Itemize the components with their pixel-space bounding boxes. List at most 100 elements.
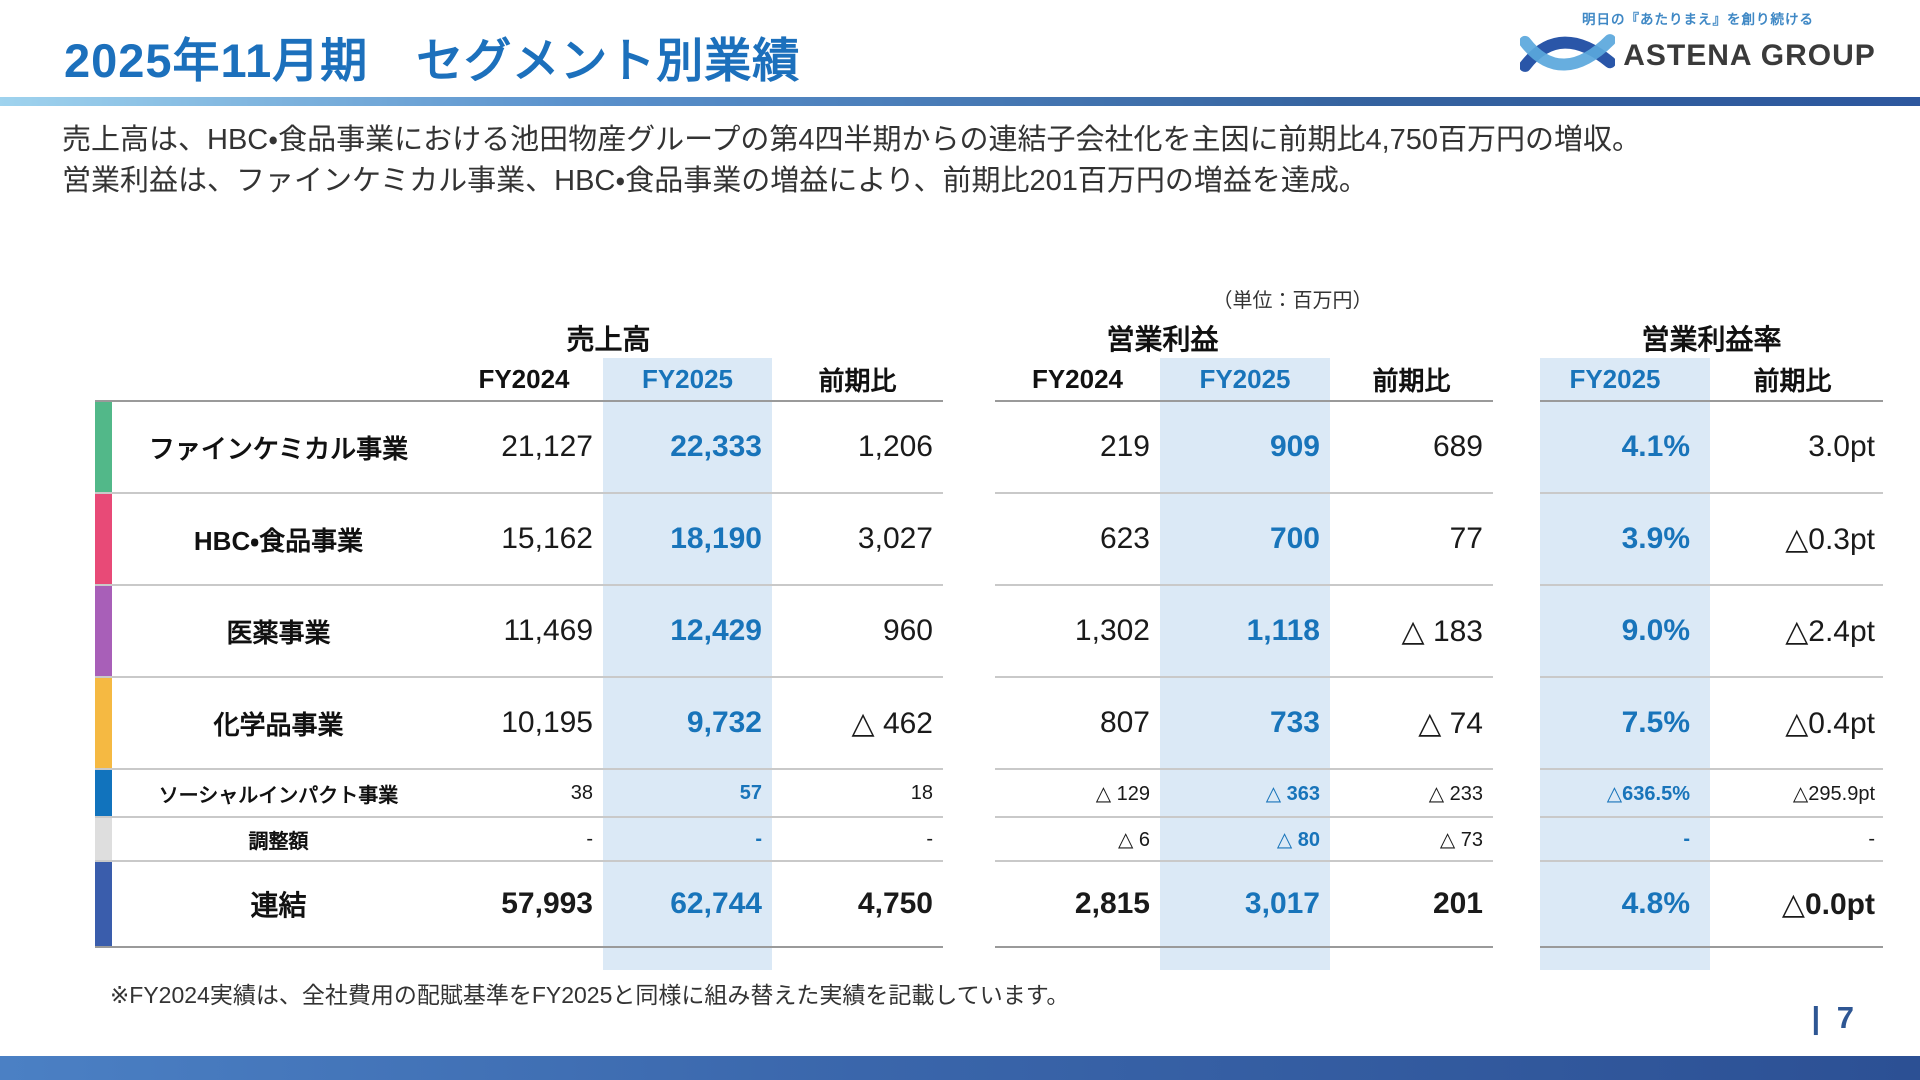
opm-yoy: △295.9pt <box>1710 768 1883 816</box>
sales-fy2024: 10,195 <box>445 676 603 768</box>
table-row-social-impact: ソーシャルインパクト事業 38 57 18 △ 129 △ 363 △ 233 … <box>95 768 1885 816</box>
group-gap <box>943 768 995 816</box>
group-gap <box>943 584 995 676</box>
op-fy2025: △ 363 <box>1160 768 1330 816</box>
highlight-extension <box>95 948 1885 970</box>
group-gap <box>943 358 995 400</box>
opm-yoy: △2.4pt <box>1710 584 1883 676</box>
header-op-fy2024: FY2024 <box>1031 363 1124 394</box>
opm-fy2025: △636.5% <box>1540 768 1710 816</box>
column-header-row: FY2024 FY2025 前期比 FY2024 FY2025 前期比 FY20… <box>95 358 1885 400</box>
opm-yoy: - <box>1710 816 1883 860</box>
op-yoy: 77 <box>1330 492 1493 584</box>
spacer <box>943 948 995 970</box>
group-gap <box>1493 768 1540 816</box>
sales-fy2024: 15,162 <box>445 492 603 584</box>
table-row-consolidated: 連結 57,993 62,744 4,750 2,815 3,017 201 4… <box>95 860 1885 948</box>
logo-swoosh-icon <box>1519 29 1617 82</box>
opm-fy2025: 4.1% <box>1540 400 1710 492</box>
sales-yoy: 3,027 <box>772 492 943 584</box>
op-fy2024: 1,302 <box>995 584 1160 676</box>
group-gap <box>943 676 995 768</box>
company-name: ASTENA GROUP <box>1623 38 1876 72</box>
group-title-operating-profit: 営業利益 <box>1106 324 1219 355</box>
spacer <box>95 948 112 970</box>
group-title-operating-margin: 営業利益率 <box>1641 324 1782 355</box>
sales-fy2025: 57 <box>603 768 772 816</box>
opm-fy2025: 3.9% <box>1540 492 1710 584</box>
segment-color-bar <box>95 492 112 584</box>
summary-line-1: 売上高は、HBC・食品事業における池田物産グループの第4四半期からの連結子会社化… <box>62 124 1642 156</box>
summary-text: 売上高は、HBC・食品事業における池田物産グループの第4四半期からの連結子会社化… <box>62 120 1641 202</box>
spacer <box>1710 948 1883 970</box>
sales-yoy: 4,750 <box>772 860 943 948</box>
op-fy2025: 1,118 <box>1160 584 1330 676</box>
group-gap <box>1493 860 1540 948</box>
segment-color-bar <box>95 860 112 948</box>
header-op-fy2025: FY2025 <box>1160 358 1330 400</box>
opm-fy2025: 7.5% <box>1540 676 1710 768</box>
table-row-fine-chemical: ファインケミカル事業 21,127 22,333 1,206 219 909 6… <box>95 400 1885 492</box>
op-yoy: △ 233 <box>1330 768 1493 816</box>
group-gap <box>1493 400 1540 492</box>
op-fy2025: △ 80 <box>1160 816 1330 860</box>
op-yoy: 689 <box>1330 400 1493 492</box>
sales-fy2024: 21,127 <box>445 400 603 492</box>
title-divider <box>0 97 1920 106</box>
header-spacer <box>112 358 445 400</box>
header-sales-yoy: 前期比 <box>818 365 897 396</box>
page-number: | 7 <box>1811 1000 1858 1035</box>
sales-fy2024: 11,469 <box>445 584 603 676</box>
bottom-bar <box>0 1056 1920 1080</box>
opm-fy2025: 4.8% <box>1540 860 1710 948</box>
spacer <box>445 948 603 970</box>
header-sales-fy2024: FY2024 <box>478 363 570 394</box>
sales-yoy: 1,206 <box>772 400 943 492</box>
op-yoy: △ 74 <box>1330 676 1493 768</box>
table-row-pharma: 医薬事業 11,469 12,429 960 1,302 1,118 △ 183… <box>95 584 1885 676</box>
op-fy2024: 219 <box>995 400 1160 492</box>
opm-yoy: △0.3pt <box>1710 492 1883 584</box>
company-logo: 明日の『あたりまえ』を創り続ける ASTENA GROUP <box>1518 8 1878 82</box>
footnote: ※FY2024実績は、全社費用の配賦基準をFY2025と同様に組み替えた実績を記… <box>110 982 1070 1008</box>
group-title-row: 売上高 営業利益 営業利益率 <box>95 318 1885 358</box>
group-gap <box>1493 358 1540 400</box>
group-gap <box>943 400 995 492</box>
group-title-sales: 売上高 <box>566 324 651 355</box>
group-gap <box>1493 676 1540 768</box>
spacer <box>772 948 943 970</box>
page-title: 2025年11月期 セグメント別業績 <box>64 34 801 87</box>
op-fy2025: 700 <box>1160 492 1330 584</box>
group-gap <box>1493 584 1540 676</box>
opm-fy2025: - <box>1540 816 1710 860</box>
segment-color-bar <box>95 400 112 492</box>
opm-yoy: △0.4pt <box>1710 676 1883 768</box>
op-yoy: △ 183 <box>1330 584 1493 676</box>
op-yoy: 201 <box>1330 860 1493 948</box>
sales-fy2025: 62,744 <box>603 860 772 948</box>
header-sales-fy2025: FY2025 <box>603 358 772 400</box>
op-fy2024: △ 6 <box>995 816 1160 860</box>
summary-line-2: 営業利益は、ファインケミカル事業、HBC・食品事業の増益により、前期比201百万… <box>62 165 1368 197</box>
segment-color-bar <box>95 584 112 676</box>
group-gap <box>943 816 995 860</box>
op-fy2024: △ 129 <box>995 768 1160 816</box>
sales-fy2025: 18,190 <box>603 492 772 584</box>
op-yoy: △ 73 <box>1330 816 1493 860</box>
segment-label: ファインケミカル事業 <box>112 400 445 492</box>
opm-fy2025: 9.0% <box>1540 584 1710 676</box>
sales-yoy: 960 <box>772 584 943 676</box>
spacer <box>112 948 445 970</box>
op-fy2024: 807 <box>995 676 1160 768</box>
sales-fy2025: - <box>603 816 772 860</box>
segment-table: 売上高 営業利益 営業利益率 FY2024 FY2025 前期比 FY2024 … <box>95 318 1885 970</box>
sales-fy2025: 9,732 <box>603 676 772 768</box>
header-opm-fy2025: FY2025 <box>1540 358 1710 400</box>
sales-fy2024: 38 <box>445 768 603 816</box>
group-gap <box>1493 816 1540 860</box>
op-fy2025: 3,017 <box>1160 860 1330 948</box>
header-opm-yoy: 前期比 <box>1753 365 1832 396</box>
spacer <box>995 948 1160 970</box>
segment-label: 化学品事業 <box>112 676 445 768</box>
